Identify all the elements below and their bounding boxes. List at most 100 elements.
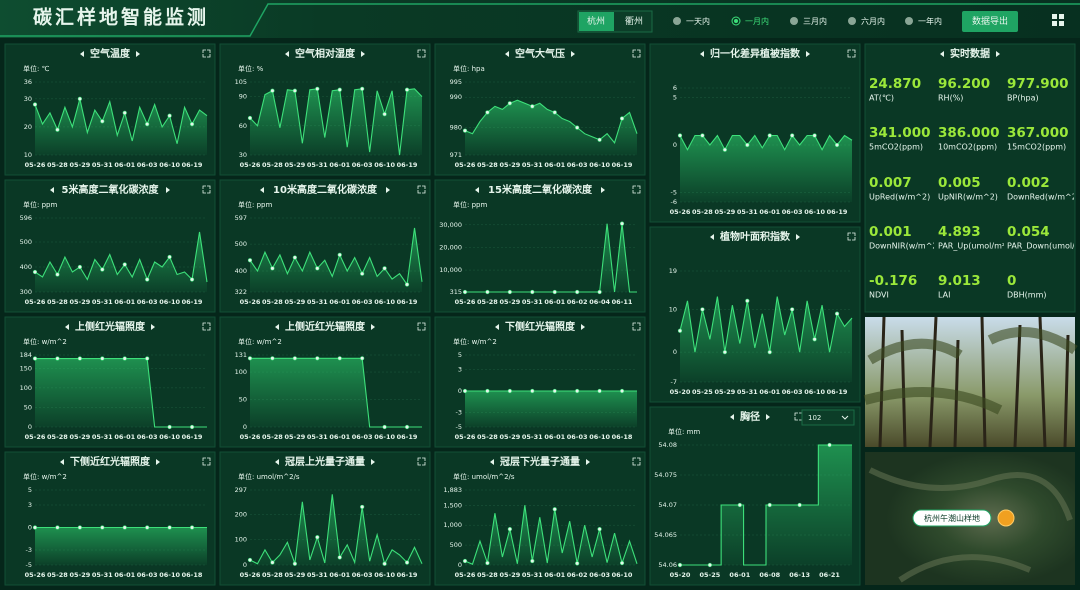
export-label[interactable]: 数据导出 (972, 15, 1008, 27)
x-tick-label: 06-21 (819, 571, 840, 579)
x-tick-label: 06-19 (397, 433, 418, 441)
point-marker (530, 388, 535, 394)
point-marker (404, 282, 410, 287)
point-marker (404, 560, 410, 565)
y-tick-label: 0 (458, 387, 462, 395)
x-tick-label: 05-31 (92, 298, 113, 306)
metric-value: 0.001 (869, 224, 912, 240)
metric-label: DownNIR(w/m^2) (869, 242, 941, 251)
metric-label: PAR_Up(umol/m²/s) (938, 242, 1015, 251)
map-marker[interactable] (997, 509, 1015, 527)
range-label[interactable]: 六月内 (861, 16, 885, 26)
point-marker (767, 133, 772, 138)
fullscreen-icon[interactable] (202, 185, 211, 194)
range-radio[interactable] (673, 17, 681, 25)
metric-label: DownRed(w/m^2) (1007, 193, 1080, 202)
y-tick-label: 1,000 (443, 521, 462, 529)
metric-value: 0.002 (1007, 175, 1050, 191)
title-arrow[interactable] (730, 414, 770, 420)
site-tab[interactable]: 衢州 (625, 15, 643, 27)
x-tick-label: 05-28 (477, 571, 498, 579)
fullscreen-icon[interactable] (417, 49, 426, 58)
point-marker (360, 271, 365, 276)
chart-title: 下侧红光辐照度 (505, 320, 576, 333)
series-area (250, 88, 422, 155)
point-marker (167, 424, 172, 430)
unit-label: 单位: w/m^2 (23, 472, 67, 481)
chart-title: 5米高度二氧化碳浓度 (62, 183, 160, 196)
y-tick-label: -5 (456, 423, 462, 431)
fullscreen-icon[interactable] (632, 49, 641, 58)
x-tick-label: 06-10 (159, 433, 180, 441)
selector-box[interactable] (801, 409, 855, 426)
unit-label: 单位: % (238, 64, 264, 73)
y-tick-label: 971 (450, 151, 462, 159)
point-marker (100, 267, 105, 272)
point-marker (32, 102, 38, 107)
y-tick-label: 60 (239, 122, 247, 130)
x-tick-label: 06-10 (612, 571, 633, 579)
menu-icon[interactable] (1052, 14, 1064, 26)
y-tick-label: 300 (20, 288, 32, 296)
range-radio[interactable] (731, 16, 741, 26)
site-tab[interactable]: 杭州 (587, 15, 605, 27)
y-tick-label: 597 (235, 214, 247, 222)
point-marker (485, 388, 490, 394)
fullscreen-icon[interactable] (632, 322, 641, 331)
point-marker (55, 127, 60, 132)
point-marker (122, 525, 127, 530)
point-marker (382, 112, 387, 117)
fullscreen-icon[interactable] (202, 322, 211, 331)
series-area (35, 232, 207, 292)
point-marker (597, 527, 602, 532)
x-tick-label: 06-10 (159, 298, 180, 306)
photo-trees (863, 316, 1078, 448)
fullscreen-icon[interactable] (417, 322, 426, 331)
range-label[interactable]: 一年内 (918, 16, 942, 26)
x-tick-label: 05-29 (69, 433, 90, 441)
x-tick-label: 05-26 (455, 433, 476, 441)
selector-value[interactable]: 102 (808, 414, 821, 422)
x-tick-label: 05-31 (307, 571, 328, 579)
range-label[interactable]: 一天内 (686, 16, 710, 26)
range-label[interactable]: 三月内 (803, 16, 827, 26)
export-button[interactable] (962, 11, 1018, 32)
point-marker (337, 356, 342, 361)
unit-label: 单位: w/m^2 (238, 337, 282, 346)
point-marker (382, 561, 387, 566)
fullscreen-icon[interactable] (847, 232, 856, 241)
x-tick-label: 05-26 (455, 571, 476, 579)
point-marker (77, 264, 82, 270)
fullscreen-icon[interactable] (202, 457, 211, 466)
fullscreen-icon[interactable] (417, 185, 426, 194)
fullscreen-icon[interactable] (202, 49, 211, 58)
unit-label: 单位: hpa (453, 64, 485, 73)
point-marker (462, 388, 468, 394)
fullscreen-icon[interactable] (847, 49, 856, 58)
x-tick-label: 06-19 (612, 161, 633, 169)
x-tick-label: 06-01 (114, 571, 135, 579)
realtime-panel (864, 43, 1076, 313)
site-tab-active[interactable] (579, 12, 614, 31)
y-tick-label: 0 (28, 524, 32, 532)
fullscreen-icon[interactable] (417, 457, 426, 466)
series-line (249, 88, 423, 156)
range-radio[interactable] (905, 17, 913, 25)
fullscreen-icon[interactable] (632, 457, 641, 466)
x-tick-label: 06-10 (804, 208, 825, 216)
y-tick-label: 400 (235, 267, 247, 275)
x-tick-label: 06-19 (827, 208, 848, 216)
y-tick-label: 20 (24, 123, 32, 131)
fullscreen-icon[interactable] (632, 185, 641, 194)
point-marker (292, 88, 297, 93)
range-radio[interactable] (848, 17, 856, 25)
range-radio[interactable] (790, 17, 798, 25)
metric-label: 5mCO2(ppm) (869, 143, 923, 152)
series-area (465, 100, 637, 155)
metric-label: PAR_Down(umol/m²/s) (1007, 242, 1080, 251)
range-label[interactable]: 一月内 (745, 16, 769, 26)
point-marker (32, 525, 38, 530)
y-tick-label: 100 (20, 384, 32, 392)
y-tick-label: -5 (671, 189, 677, 197)
y-tick-label: 3 (458, 365, 462, 373)
